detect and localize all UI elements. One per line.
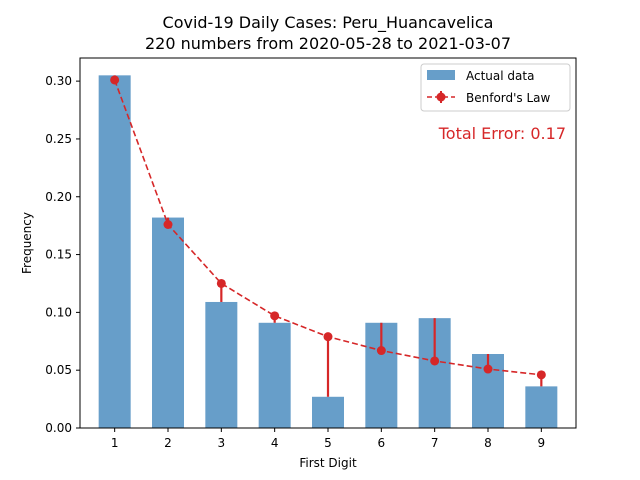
bar-digit-4: [258, 322, 291, 428]
y-tick-label: 0.25: [45, 132, 72, 146]
benford-point-digit-8: [483, 364, 493, 374]
x-tick-label: 3: [218, 436, 226, 450]
bar-digit-3: [205, 301, 238, 428]
legend: Actual data Benford's Law: [420, 63, 571, 112]
y-tick-label: 0.00: [45, 421, 72, 435]
bars-group: [98, 75, 558, 428]
x-tick-label: 4: [271, 436, 279, 450]
benford-markers-group: [110, 75, 546, 380]
benford-point-digit-9: [536, 370, 546, 380]
x-axis-ticks: 1 2 3 4 5 6 7 8 9: [111, 428, 545, 450]
legend-marker-benford: [436, 92, 446, 102]
x-tick-label: 7: [431, 436, 439, 450]
x-axis-label: First Digit: [299, 456, 357, 470]
total-error-annotation: Total Error: 0.17: [438, 124, 566, 143]
benford-point-digit-3: [216, 278, 226, 288]
y-tick-label: 0.30: [45, 74, 72, 88]
benford-point-digit-2: [163, 220, 173, 229]
legend-swatch-actual: [427, 70, 455, 80]
legend-box: [420, 63, 571, 112]
x-tick-label: 6: [378, 436, 386, 450]
y-tick-label: 0.20: [45, 190, 72, 204]
y-tick-label: 0.05: [45, 363, 72, 377]
benford-point-digit-5: [323, 332, 333, 342]
y-tick-label: 0.10: [45, 305, 72, 319]
chart-title-line2: 220 numbers from 2020-05-28 to 2021-03-0…: [145, 34, 511, 53]
bar-digit-5: [312, 396, 344, 428]
benford-point-digit-6: [376, 346, 386, 356]
y-axis-label: Frequency: [20, 212, 34, 274]
x-tick-label: 8: [484, 436, 492, 450]
benford-point-digit-4: [270, 311, 280, 321]
chart-title-line1: Covid-19 Daily Cases: Peru_Huancavelica: [163, 13, 494, 33]
y-tick-label: 0.15: [45, 248, 72, 262]
bar-digit-1: [98, 75, 131, 428]
bar-digit-9: [525, 386, 558, 428]
bar-digit-2: [152, 217, 184, 428]
y-axis-ticks: 0.00 0.05 0.10 0.15 0.20 0.25 0.30: [45, 74, 80, 435]
x-tick-label: 2: [164, 436, 172, 450]
x-tick-label: 9: [538, 436, 546, 450]
legend-label-benford: Benford's Law: [466, 91, 551, 105]
benford-point-digit-7: [430, 356, 440, 366]
benford-point-digit-1: [110, 75, 120, 85]
legend-label-actual: Actual data: [466, 69, 534, 83]
x-tick-label: 5: [324, 436, 332, 450]
x-tick-label: 1: [111, 436, 119, 450]
